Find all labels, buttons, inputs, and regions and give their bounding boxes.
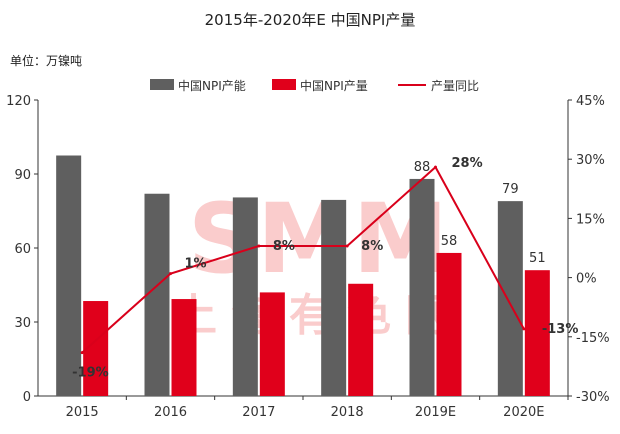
output-bar <box>436 252 462 396</box>
bars <box>56 155 550 396</box>
right-tick-label: -15% <box>576 331 610 346</box>
watermark: SMM 上海有色网 <box>173 183 463 341</box>
output-bar <box>171 299 197 396</box>
capacity-bar <box>232 197 258 396</box>
legend-label: 产量同比 <box>431 79 479 93</box>
x-tick-label: 2015 <box>66 405 99 420</box>
yoy-point <box>257 244 261 248</box>
chart-title: 2015年-2020年E 中国NPI产量 <box>205 11 416 29</box>
left-tick-label: 60 <box>14 242 31 257</box>
x-tick-label: 2018 <box>331 405 364 420</box>
legend-label: 中国NPI产量 <box>300 78 368 93</box>
output-bar <box>524 270 550 396</box>
legend-swatch <box>150 79 174 90</box>
legend-label: 中国NPI产能 <box>178 78 246 93</box>
capacity-bar <box>497 201 523 396</box>
left-tick-label: 120 <box>6 94 31 109</box>
legend: 中国NPI产能 中国NPI产量 产量同比 <box>150 78 479 93</box>
legend-swatch <box>272 79 296 90</box>
x-tick-label: 2017 <box>242 405 275 420</box>
yoy-point <box>522 327 526 331</box>
yoy-point <box>434 165 437 169</box>
unit-label: 单位：万镍吨 <box>10 53 82 68</box>
yoy-value-label: -19% <box>72 366 109 381</box>
output-bar <box>259 292 285 396</box>
data-labels: 88 58 79 51 -19% 1% 8% 8% 28% -13% <box>72 156 578 380</box>
capacity-bar <box>321 199 347 396</box>
left-tick-label: 0 <box>23 390 31 405</box>
yoy-point <box>345 244 349 248</box>
right-tick-label: 15% <box>576 212 605 227</box>
output-bar <box>348 283 374 396</box>
yoy-value-label: 1% <box>185 257 207 272</box>
left-tick-label: 90 <box>14 168 31 183</box>
output-value-label: 58 <box>441 234 458 249</box>
capacity-bar <box>56 155 82 396</box>
yoy-value-label: 28% <box>452 156 483 171</box>
axes: 0 30 60 90 120 -30% -15% 0% 15% 30% 45% 2015 2016 201… <box>6 94 609 420</box>
yoy-line <box>80 165 526 355</box>
x-tick-label: 2019E <box>415 405 456 420</box>
yoy-value-label: -13% <box>542 322 579 337</box>
capacity-value-label: 79 <box>502 182 519 197</box>
output-value-label: 51 <box>529 251 546 266</box>
yoy-point <box>169 272 172 276</box>
capacity-bar <box>144 193 170 396</box>
right-tick-label: 45% <box>576 94 605 109</box>
yoy-polyline <box>81 165 525 354</box>
capacity-value-label: 88 <box>414 160 431 175</box>
x-tick-label: 2016 <box>154 405 187 420</box>
right-tick-label: 0% <box>576 272 597 287</box>
left-tick-label: 30 <box>14 316 31 331</box>
right-tick-label: -30% <box>576 390 610 405</box>
x-tick-label: 2020E <box>503 405 544 420</box>
watermark-latin: SMM <box>188 183 448 295</box>
yoy-point <box>80 351 84 355</box>
right-tick-label: 30% <box>576 153 605 168</box>
yoy-value-label: 8% <box>361 239 383 254</box>
yoy-value-label: 8% <box>273 239 295 254</box>
capacity-bar <box>409 178 435 396</box>
watermark-cjk: 上海有色网 <box>173 290 463 341</box>
